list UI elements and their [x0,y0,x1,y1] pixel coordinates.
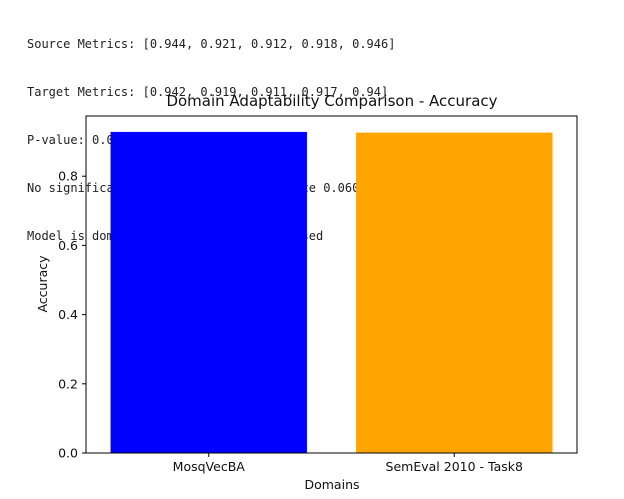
y-axis: 0.0 0.2 0.4 0.6 0.8 [58,169,86,461]
chart-title: Domain Adaptability Comparison - Accurac… [166,92,497,110]
x-axis-label: Domains [304,477,359,492]
bar-1 [110,131,307,453]
y-tick-label: 0.4 [58,307,78,322]
y-axis-label: Accuracy [35,255,50,313]
y-tick-label: 0.6 [58,238,78,253]
x-tick-label: MosqVecBA [173,459,246,474]
y-tick-label: 0.0 [58,446,78,461]
y-tick-label: 0.8 [58,169,78,184]
plot-frame [85,115,578,454]
x-tick-label: SemEval 2010 - Task8 [386,459,523,474]
console-line-target-metrics: Target Metrics: [0.942, 0.919, 0.911, 0.… [27,85,389,99]
x-axis: MosqVecBA SemEval 2010 - Task8 [173,453,523,474]
bar-2 [356,132,553,454]
console-line-source-metrics: Source Metrics: [0.944, 0.921, 0.912, 0.… [27,37,396,51]
y-tick-label: 0.2 [58,376,78,391]
bars-group [110,131,553,454]
